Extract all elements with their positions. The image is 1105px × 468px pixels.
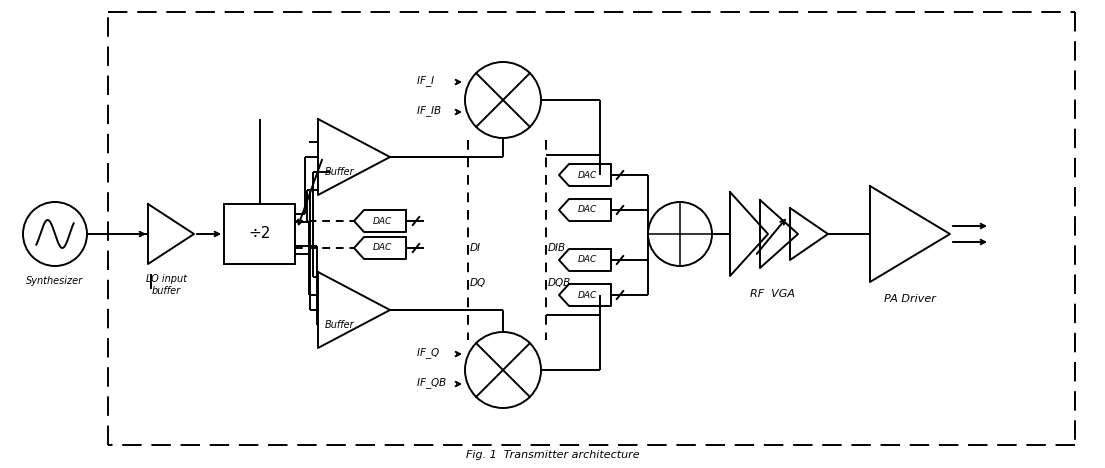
Text: DIB: DIB: [548, 243, 566, 253]
Polygon shape: [559, 164, 611, 186]
Text: DI: DI: [470, 243, 481, 253]
Text: $IF\_QB$: $IF\_QB$: [415, 377, 446, 391]
Text: buffer: buffer: [151, 286, 180, 296]
Polygon shape: [354, 210, 406, 232]
Bar: [224, 204, 295, 264]
Text: DQB: DQB: [548, 278, 571, 288]
Text: DQ: DQ: [470, 278, 486, 288]
Text: ÷2: ÷2: [249, 227, 271, 241]
Text: DAC: DAC: [578, 256, 597, 264]
Text: $IF\_I$: $IF\_I$: [415, 74, 435, 89]
Text: Synthesizer: Synthesizer: [27, 276, 84, 286]
Text: DAC: DAC: [372, 217, 391, 226]
Text: DAC: DAC: [578, 291, 597, 300]
Text: DAC: DAC: [372, 243, 391, 253]
Text: LO input: LO input: [146, 274, 187, 284]
Text: DAC: DAC: [578, 170, 597, 180]
Polygon shape: [559, 284, 611, 306]
Polygon shape: [354, 237, 406, 259]
Text: DAC: DAC: [578, 205, 597, 214]
Polygon shape: [559, 249, 611, 271]
Text: Fig. 1  Transmitter architecture: Fig. 1 Transmitter architecture: [465, 450, 640, 460]
Text: PA Driver: PA Driver: [884, 294, 936, 304]
Text: RF  VGA: RF VGA: [749, 289, 794, 299]
Polygon shape: [559, 199, 611, 221]
Text: Buffer: Buffer: [325, 320, 355, 330]
Text: Buffer: Buffer: [325, 167, 355, 177]
Text: $IF\_IB$: $IF\_IB$: [415, 104, 442, 119]
Text: $IF\_Q$: $IF\_Q$: [415, 347, 440, 361]
